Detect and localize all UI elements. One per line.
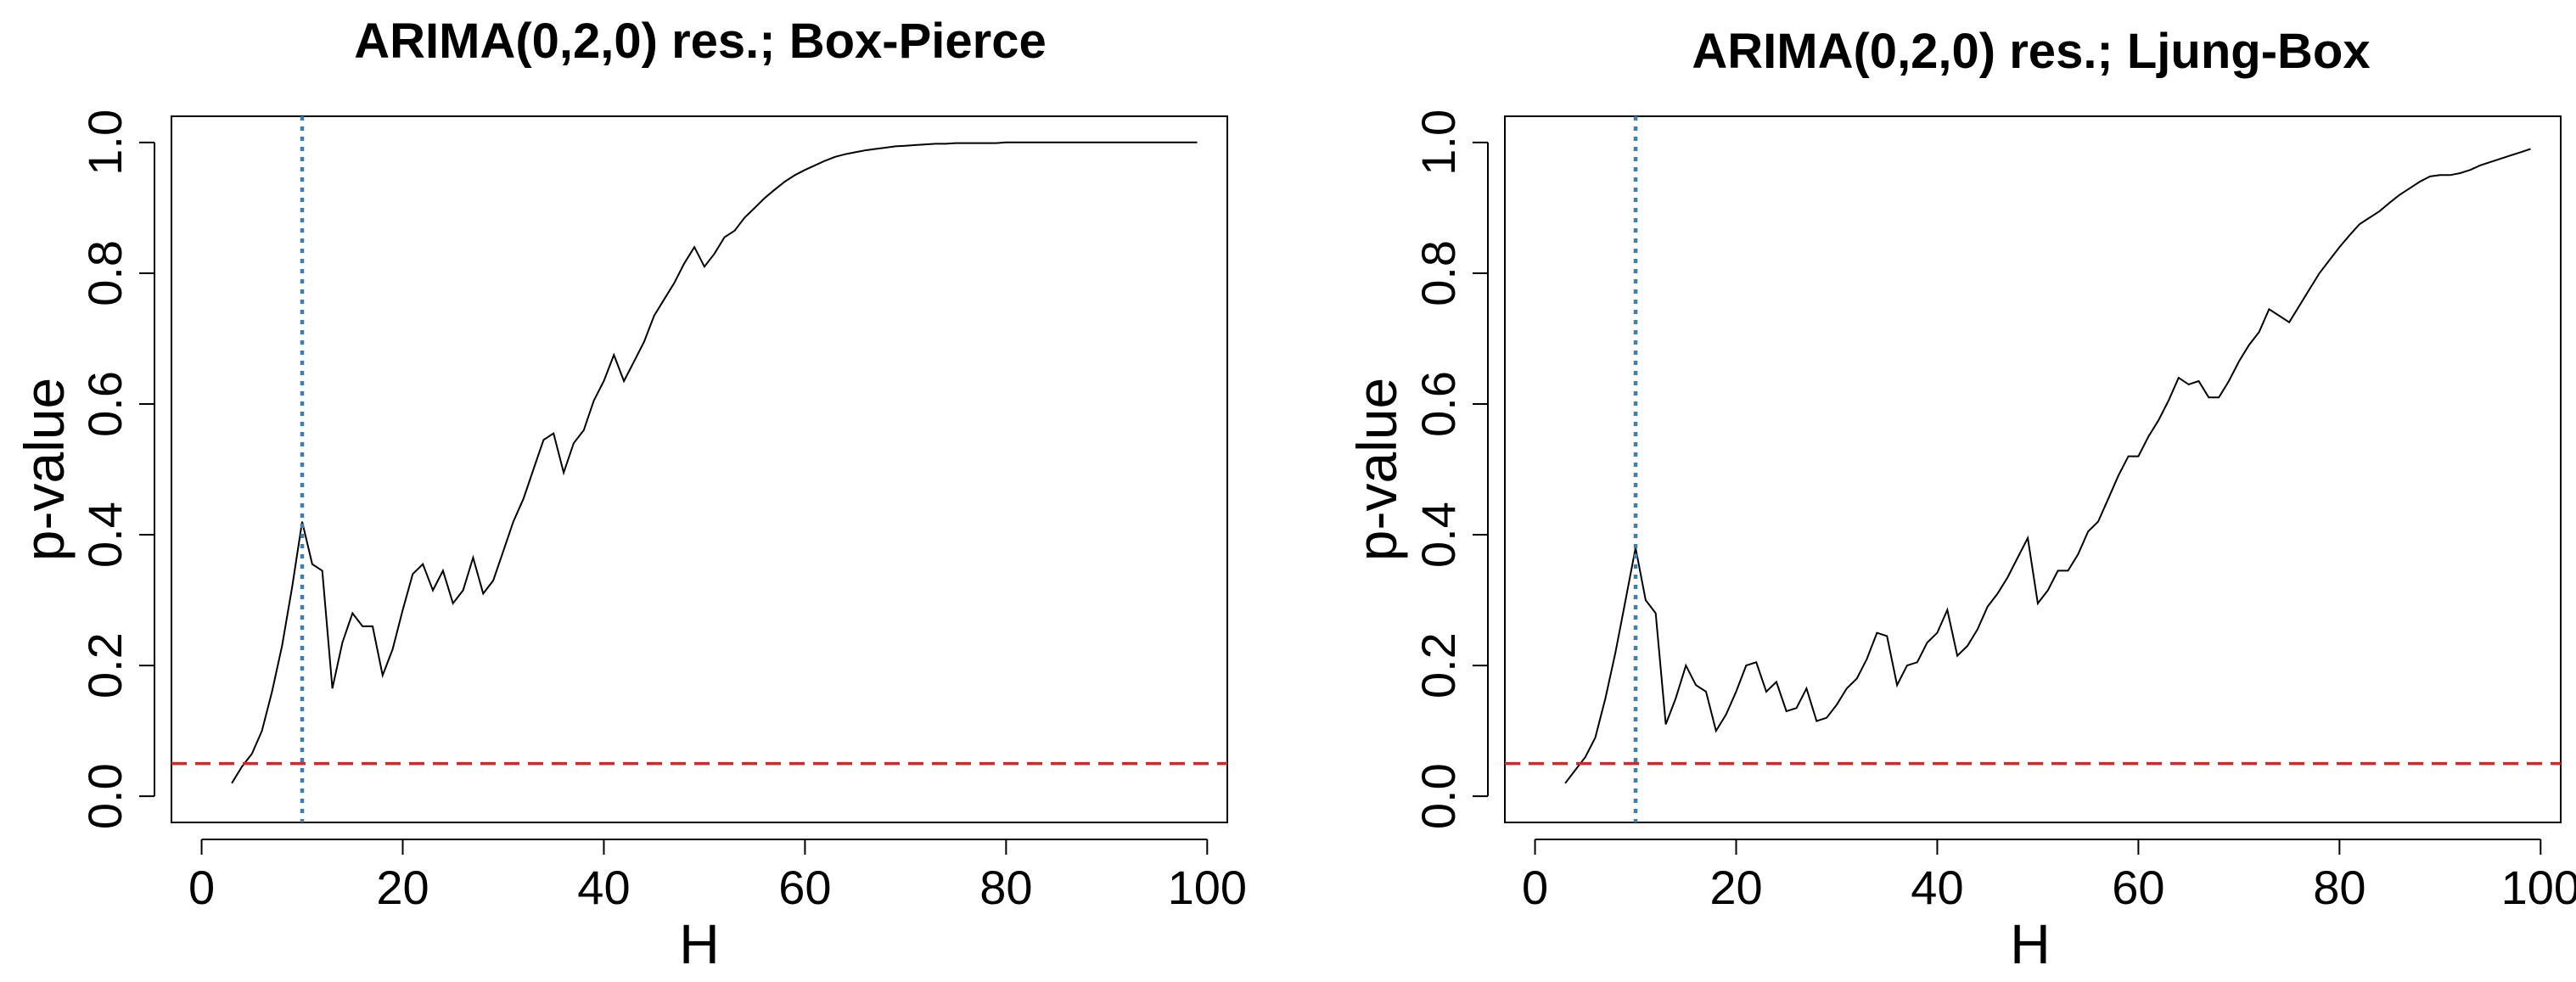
x-axis: 0 20 40 60 80 100 — [1522, 839, 2576, 914]
plot-frame — [1504, 115, 2562, 823]
plot-frame — [171, 115, 1228, 823]
y-tick-label: 0.6 — [1411, 371, 1465, 437]
series-line-0 — [231, 141, 1198, 784]
chart-title: ARIMA(0,2,0) res.; Ljung-Box — [1692, 24, 2370, 79]
reference-lines — [1505, 116, 2561, 822]
reference-lines — [171, 116, 1227, 822]
x-tick-label: 60 — [2112, 861, 2164, 914]
x-tick-label: 0 — [1522, 861, 1548, 914]
x-axis-label: H — [2010, 912, 2051, 975]
y-tick-label: 0.0 — [1411, 763, 1465, 829]
x-tick-label: 20 — [1709, 861, 1762, 914]
x-tick-label: 100 — [2501, 861, 2576, 914]
y-axis-label: p-value — [13, 378, 76, 561]
y-tick-label: 1.0 — [1411, 109, 1465, 176]
chart-panel-box-pierce: ARIMA(0,2,0) res.; Box-Pierce 0 20 40 60 80 1… — [13, 14, 1247, 975]
x-tick-label: 0 — [188, 861, 215, 914]
x-tick-label: 80 — [979, 861, 1032, 914]
chart-title: ARIMA(0,2,0) res.; Box-Pierce — [354, 14, 1046, 69]
y-tick-label: 1.0 — [78, 109, 132, 176]
x-tick-label: 80 — [2313, 861, 2366, 914]
chart-panel-ljung-box: ARIMA(0,2,0) res.; Ljung-Box 0 20 40 60 80 10… — [1345, 24, 2576, 975]
x-axis: 0 20 40 60 80 100 — [188, 839, 1247, 914]
x-axis-label: H — [679, 912, 720, 975]
x-tick-label: 100 — [1168, 861, 1247, 914]
x-tick-label: 20 — [376, 861, 429, 914]
y-tick-label: 0.8 — [1411, 240, 1465, 306]
y-axis-label: p-value — [1345, 378, 1408, 561]
y-tick-label: 0.4 — [78, 502, 132, 568]
series-layer — [1564, 148, 2531, 784]
y-tick-label: 0.0 — [78, 763, 132, 829]
y-tick-label: 0.2 — [1411, 632, 1465, 699]
y-axis: 0.0 0.2 0.4 0.6 0.8 1.0 — [1411, 109, 1489, 829]
x-tick-label: 60 — [778, 861, 831, 914]
x-tick-label: 40 — [1911, 861, 1963, 914]
y-axis: 0.0 0.2 0.4 0.6 0.8 1.0 — [78, 109, 155, 829]
series-layer — [231, 141, 1198, 784]
series-line-0 — [1564, 148, 2531, 784]
y-tick-label: 0.6 — [78, 371, 132, 437]
y-tick-label: 0.4 — [1411, 502, 1465, 568]
x-tick-label: 40 — [577, 861, 630, 914]
y-tick-label: 0.8 — [78, 240, 132, 306]
y-tick-label: 0.2 — [78, 632, 132, 699]
